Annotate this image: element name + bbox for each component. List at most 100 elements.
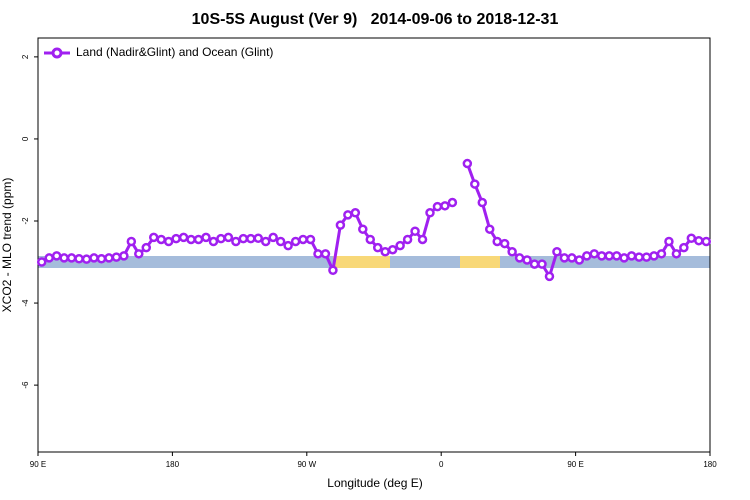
data-point [119, 251, 129, 261]
x-tick-label: 90 E [30, 460, 46, 469]
data-point [582, 251, 592, 261]
data-point [335, 220, 346, 230]
data-point [44, 253, 54, 263]
data-point [59, 253, 69, 263]
data-point [425, 208, 435, 218]
data-point [223, 232, 234, 243]
data-point [387, 244, 398, 255]
data-point [656, 249, 667, 259]
data-point [671, 249, 682, 259]
x-tick-label: 90 W [297, 460, 316, 469]
data-point [246, 233, 256, 244]
data-point [171, 233, 181, 244]
data-point [410, 226, 420, 237]
data-point [529, 259, 540, 269]
data-point [74, 253, 84, 264]
data-point [380, 247, 390, 257]
plot-frame [37, 37, 711, 453]
data-point [611, 251, 622, 261]
data-point [507, 247, 517, 257]
y-tick-label: -4 [21, 299, 30, 307]
x-tick-label: 0 [439, 460, 444, 469]
data-point [343, 210, 353, 220]
y-tick-label: 0 [21, 136, 30, 141]
x-tick-label: 180 [703, 460, 717, 469]
data-point [567, 253, 577, 263]
data-point [253, 233, 264, 243]
data-point [634, 252, 644, 262]
data-point [178, 232, 189, 243]
data-point [574, 255, 585, 265]
data-point [514, 253, 525, 263]
data-point [275, 236, 286, 247]
data-point [36, 257, 47, 267]
data-point [589, 249, 600, 259]
data-point [664, 236, 674, 247]
data-point [283, 240, 293, 251]
data-point [186, 234, 196, 245]
data-point [619, 253, 629, 263]
data-point [290, 236, 301, 247]
data-point [51, 251, 62, 261]
data-point [484, 224, 495, 234]
data-point [402, 234, 413, 245]
data-point [372, 242, 383, 253]
data-point [395, 240, 405, 251]
data-point [298, 234, 308, 245]
data-point [320, 249, 331, 259]
data-point [365, 234, 376, 245]
data-point [148, 232, 159, 243]
data-point [216, 233, 226, 244]
data-point [268, 232, 278, 243]
data-point [89, 253, 99, 263]
data-point [104, 253, 114, 263]
data-point [231, 236, 241, 247]
data-point [544, 271, 555, 282]
data-point [701, 236, 712, 247]
data-point [238, 233, 249, 244]
data-point [604, 251, 614, 261]
data-point [686, 233, 697, 243]
data-point [134, 249, 144, 259]
data-point [193, 234, 204, 245]
legend: Land (Nadir&Glint) and Ocean (Glint) [44, 45, 273, 59]
data-point [537, 259, 547, 269]
data-point [432, 201, 443, 212]
data-point [305, 234, 316, 245]
data-point [328, 265, 338, 275]
data-point [694, 235, 704, 246]
data-point [417, 234, 428, 245]
data-point [96, 253, 107, 264]
y-tick-label: -2 [21, 217, 30, 225]
data-point [492, 236, 502, 247]
data-point [126, 236, 137, 247]
data-point [208, 236, 219, 247]
data-point [522, 255, 532, 265]
data-point [156, 234, 166, 245]
data-point [649, 251, 659, 261]
data-point [641, 252, 652, 262]
data-point [470, 179, 480, 189]
x-axis-label: Longitude (deg E) [327, 476, 422, 490]
y-tick-label: 2 [21, 54, 30, 59]
data-point [81, 254, 92, 264]
data-point [559, 253, 570, 263]
chart-title: 10S-5S August (Ver 9) 2014-09-06 to 2018… [192, 11, 559, 28]
data-point [260, 236, 271, 247]
land-band [460, 256, 500, 268]
data-point [66, 253, 77, 263]
data-point [499, 238, 510, 249]
data-point [141, 242, 152, 253]
data-point [596, 251, 607, 261]
data-point [358, 224, 368, 234]
x-tick-label: 180 [166, 460, 180, 469]
legend-label: Land (Nadir&Glint) and Ocean (Glint) [76, 45, 273, 59]
data-point [626, 251, 637, 261]
legend-marker [51, 47, 63, 59]
data-point [440, 201, 450, 211]
x-tick-label: 90 E [567, 460, 583, 469]
data-point [313, 249, 323, 259]
data-point [163, 236, 174, 247]
data-point [447, 197, 458, 208]
